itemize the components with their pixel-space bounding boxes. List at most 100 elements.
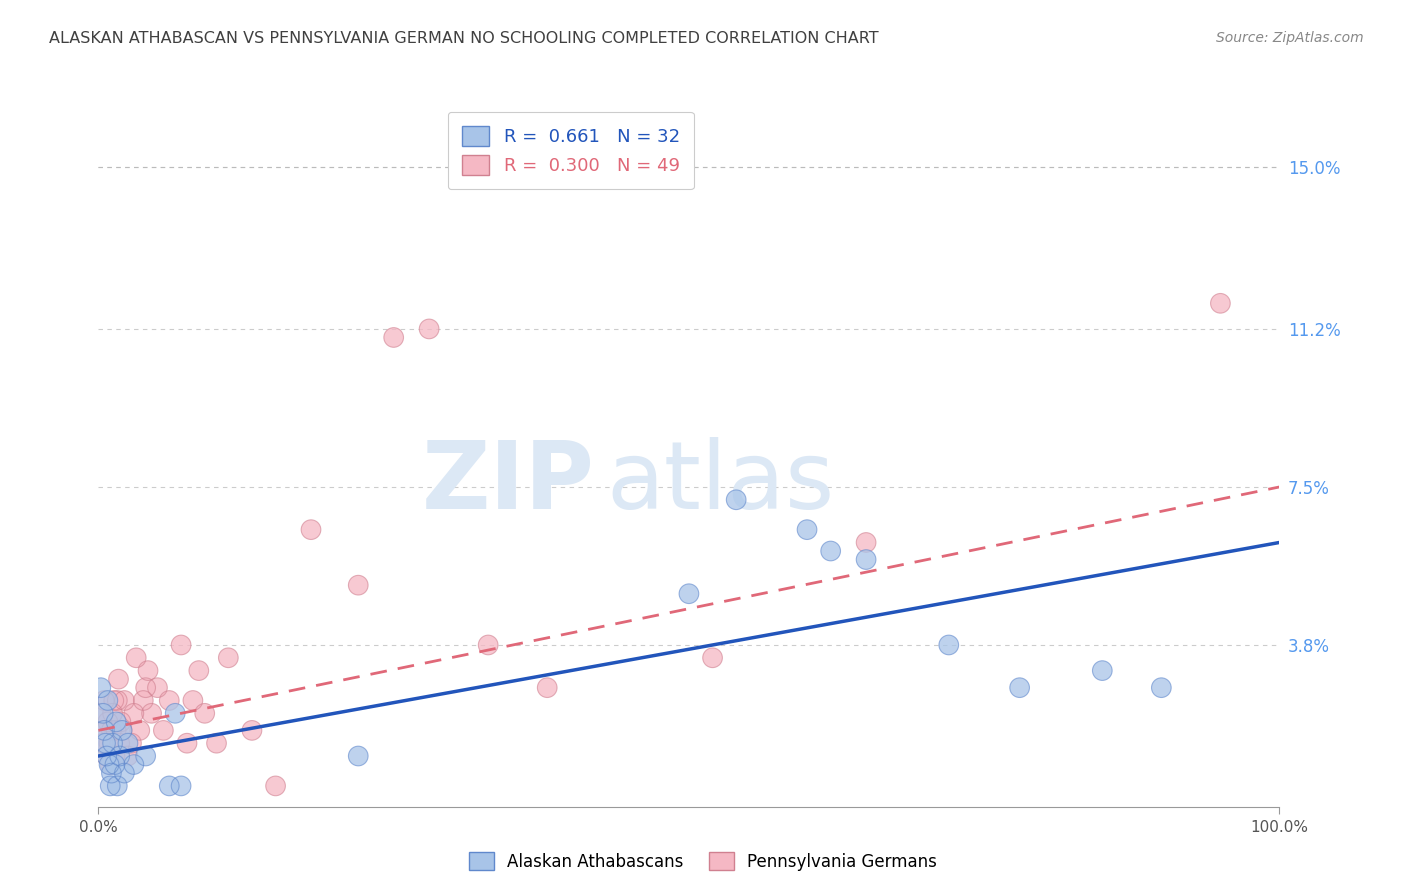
Point (702, 650, 724, 665)
Point (157, 779, 180, 793)
Point (477, 638, 499, 652)
Point (98, 736, 121, 750)
Point (101, 736, 124, 750)
Point (796, 523, 818, 537)
Point (678, 587, 700, 601)
Point (101, 736, 124, 750)
Point (104, 749, 127, 764)
Point (111, 723, 134, 738)
Point (96, 749, 118, 764)
Point (110, 714, 132, 729)
Point (93, 723, 115, 738)
Point (105, 723, 128, 738)
Point (135, 681, 157, 695)
Point (111, 723, 134, 738)
Point (112, 766, 135, 780)
Point (181, 693, 204, 707)
Point (820, 544, 842, 558)
Point (93, 693, 115, 707)
Point (128, 723, 150, 738)
Point (181, 693, 204, 707)
Point (382, 330, 405, 344)
Point (105, 779, 128, 793)
Point (264, 779, 287, 793)
Point (157, 693, 180, 707)
Point (194, 706, 217, 721)
Point (678, 587, 700, 601)
Point (108, 749, 131, 764)
Point (122, 757, 145, 772)
Point (217, 650, 239, 665)
Point (103, 693, 125, 707)
Point (187, 664, 209, 678)
Point (117, 749, 139, 764)
Point (98, 779, 121, 793)
Point (98, 757, 121, 772)
Point (90, 681, 112, 695)
Point (938, 638, 960, 652)
Point (93, 693, 115, 707)
Point (1150, 681, 1173, 695)
Point (240, 723, 263, 738)
Point (725, 492, 748, 507)
Point (299, 523, 322, 537)
Point (418, 322, 440, 336)
Point (128, 723, 150, 738)
Point (107, 672, 129, 686)
Point (122, 706, 145, 721)
Point (152, 723, 174, 738)
Point (141, 706, 163, 721)
Point (122, 706, 145, 721)
Legend: Alaskan Athabascans, Pennsylvania Germans: Alaskan Athabascans, Pennsylvania German… (461, 844, 945, 880)
Point (205, 736, 228, 750)
Point (217, 650, 239, 665)
Text: Source: ZipAtlas.com: Source: ZipAtlas.com (1216, 31, 1364, 45)
Point (141, 706, 163, 721)
Point (105, 693, 128, 707)
Point (91, 736, 114, 750)
Point (855, 535, 877, 549)
Point (136, 664, 159, 678)
Point (1150, 681, 1173, 695)
Point (796, 523, 818, 537)
Point (122, 757, 145, 772)
Point (100, 766, 122, 780)
Point (1209, 296, 1232, 310)
Point (187, 664, 209, 678)
Point (100, 723, 122, 738)
Text: ALASKAN ATHABASCAN VS PENNSYLVANIA GERMAN NO SCHOOLING COMPLETED CORRELATION CHA: ALASKAN ATHABASCAN VS PENNSYLVANIA GERMA… (49, 31, 879, 46)
Point (136, 664, 159, 678)
Point (97, 693, 120, 707)
Point (91, 706, 114, 721)
Point (105, 779, 128, 793)
Point (170, 779, 193, 793)
Point (104, 757, 127, 772)
Point (94, 723, 117, 738)
Point (100, 723, 122, 738)
Point (157, 779, 180, 793)
Point (90, 706, 112, 721)
Point (1008, 681, 1031, 695)
Point (94, 736, 117, 750)
Point (702, 650, 724, 665)
Point (1091, 664, 1114, 678)
Point (146, 681, 169, 695)
Point (108, 736, 131, 750)
Point (477, 638, 499, 652)
Point (105, 723, 128, 738)
Point (98, 757, 121, 772)
Point (98, 757, 121, 772)
Point (382, 330, 405, 344)
Point (107, 672, 129, 686)
Point (165, 706, 187, 721)
Point (93, 723, 115, 738)
Point (97, 714, 120, 729)
Point (105, 714, 128, 729)
Point (112, 693, 135, 707)
Point (101, 706, 124, 721)
Point (105, 693, 128, 707)
Point (121, 736, 143, 750)
Point (1091, 664, 1114, 678)
Point (205, 736, 228, 750)
Point (157, 693, 180, 707)
